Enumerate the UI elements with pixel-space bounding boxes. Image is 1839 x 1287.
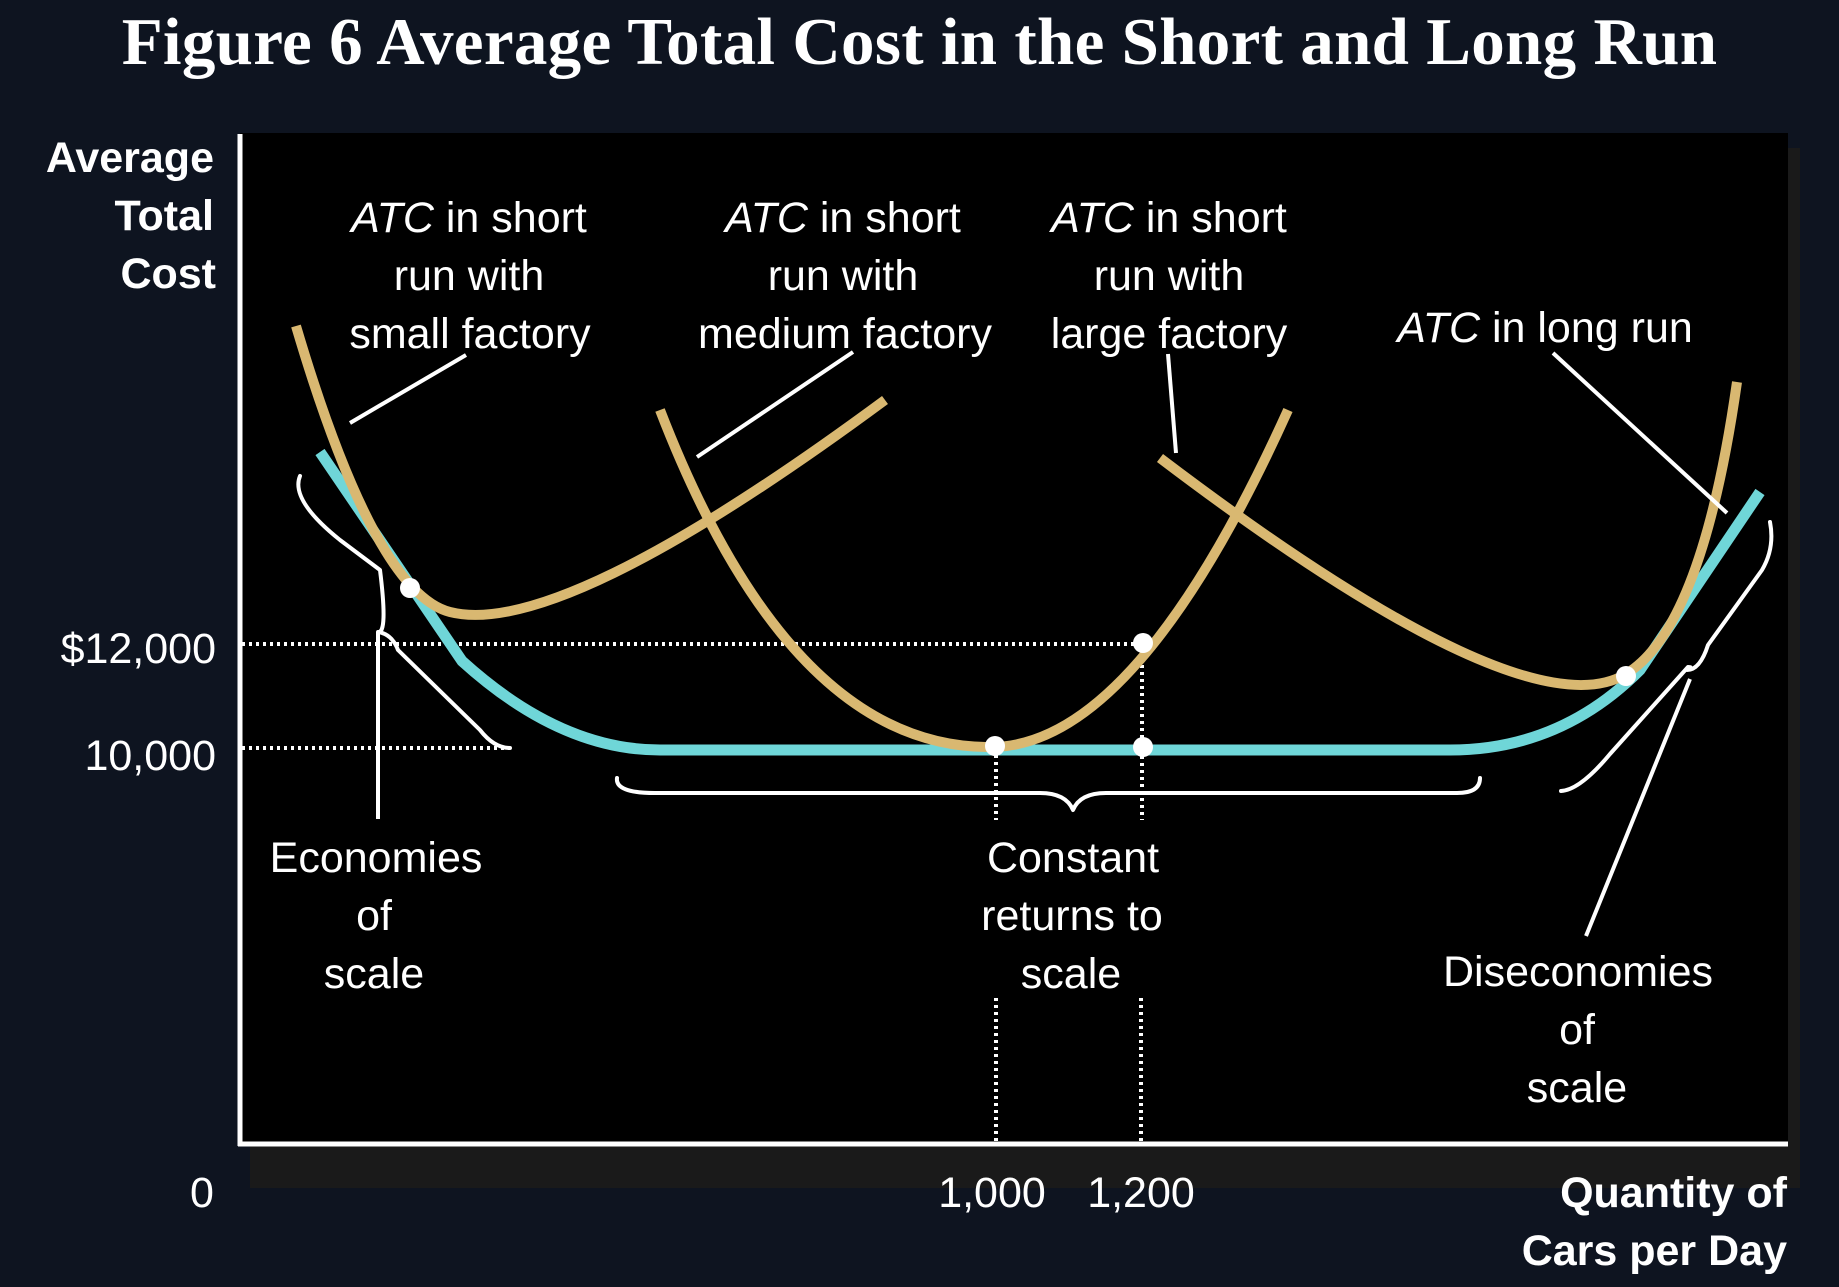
annotation-large-factory-line-3: large factory — [1051, 310, 1288, 358]
series-line-atc-long-run — [315, 448, 1765, 756]
pointer-small-factory — [348, 353, 468, 425]
annotation-constant-line-2: returns to — [981, 892, 1163, 940]
y-tick-label-10000: 10,000 — [84, 732, 216, 780]
figure-title: Figure 6 Average Total Cost in the Short… — [121, 5, 1718, 79]
annotation-constant-line-1: Constant — [987, 834, 1159, 882]
origin-label: 0 — [190, 1169, 214, 1217]
series-line-atc-medium-factory — [655, 407, 1293, 753]
point-large-factory-tangency — [1616, 666, 1636, 686]
y-axis-label-line-2: Total — [114, 192, 214, 240]
annotation-medium-factory-line-3: medium factory — [698, 310, 992, 358]
y-tick-label-12000: $12,000 — [61, 625, 216, 673]
y-axis-label-line-3: Cost — [120, 250, 216, 298]
x-tick-label-1000: 1,000 — [938, 1169, 1046, 1217]
annotation-diseconomies-line-1: Diseconomies — [1443, 948, 1713, 996]
brace-diseconomies — [1559, 520, 1774, 793]
annotation-large-factory-line-1: ATC in short — [1048, 194, 1287, 242]
annotation-diseconomies-line-2: of — [1559, 1006, 1596, 1054]
x-axis-label-line-2: Cars per Day — [1522, 1227, 1787, 1275]
brace-economies — [296, 474, 512, 750]
annotation-long-run: ATC in long run — [1394, 304, 1693, 352]
point-1000-min-cost — [985, 736, 1005, 756]
pointer-large-factory — [1166, 353, 1178, 454]
pointer-long-run — [1551, 351, 1729, 515]
brace-constant — [614, 776, 1482, 812]
point-small-factory-tangency — [400, 578, 420, 598]
x-axis-label-line-1: Quantity of — [1560, 1169, 1788, 1217]
series-line-atc-small-factory — [291, 324, 888, 620]
point-1200-long-run — [1133, 737, 1153, 757]
x-tick-label-1200: 1,200 — [1087, 1169, 1195, 1217]
annotation-economies-line-1: Economies — [270, 834, 483, 882]
annotation-economies-line-3: scale — [324, 950, 424, 998]
series-line-atc-large-factory — [1156, 381, 1742, 690]
annotation-medium-factory-line-2: run with — [768, 252, 919, 300]
annotation-small-factory-line-2: run with — [394, 252, 545, 300]
annotation-medium-factory-line-1: ATC in short — [722, 194, 961, 242]
plot-area — [240, 133, 1788, 1145]
point-1200-medium-factory — [1133, 633, 1153, 653]
annotation-small-factory-line-1: ATC in short — [348, 194, 587, 242]
annotation-diseconomies-line-3: scale — [1527, 1064, 1627, 1112]
annotation-small-factory-line-3: small factory — [349, 310, 591, 358]
pointer-diseconomies — [1584, 678, 1692, 937]
annotation-large-factory-line-2: run with — [1094, 252, 1245, 300]
pointer-medium-factory — [695, 350, 855, 459]
annotation-economies-line-2: of — [356, 892, 393, 940]
y-axis-label-line-1: Average — [46, 134, 214, 182]
annotation-constant-line-3: scale — [1021, 950, 1121, 998]
